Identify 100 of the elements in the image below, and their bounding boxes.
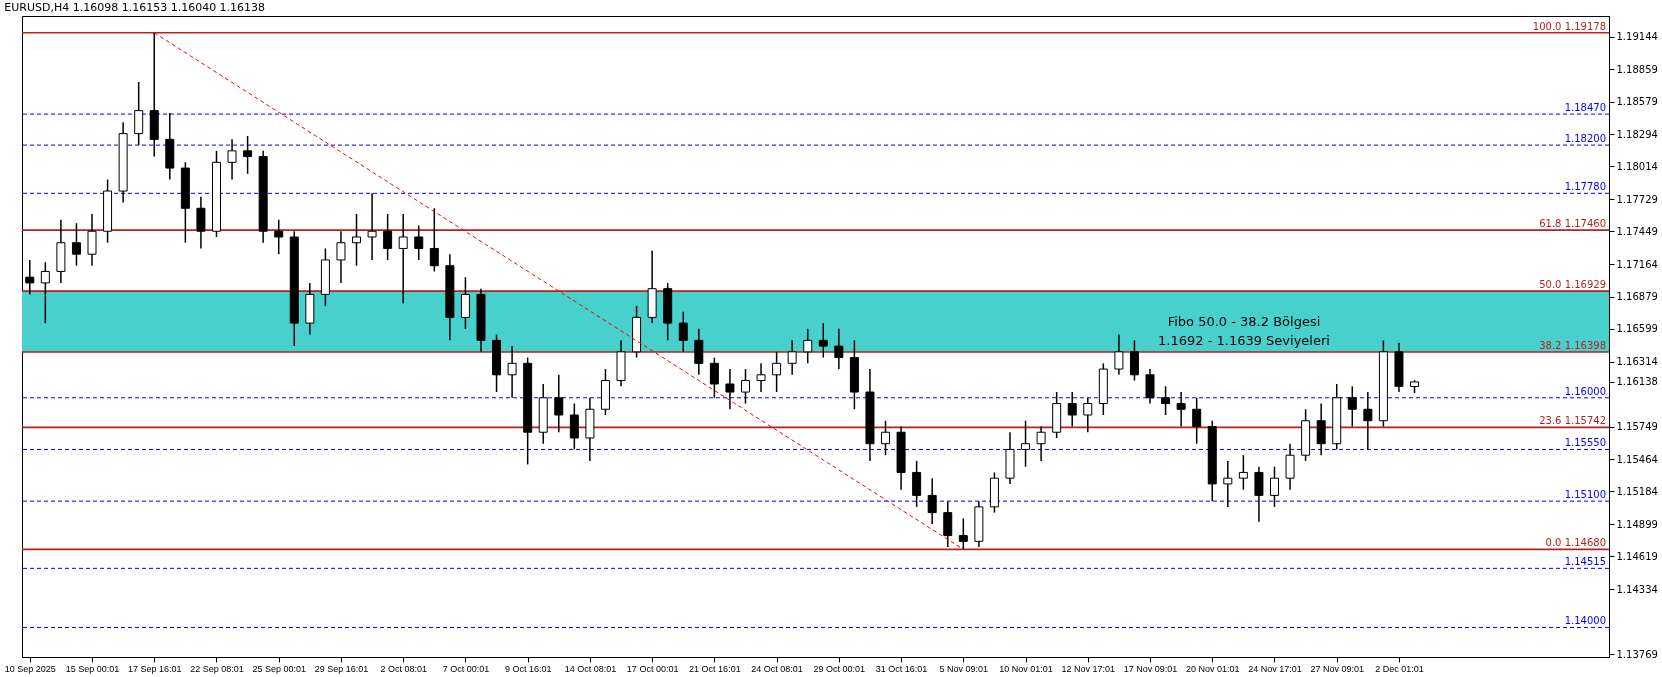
ref-line-label: 100.0 1.19178: [1532, 20, 1606, 32]
y-tick-label: 1.16138: [1616, 376, 1658, 388]
candlestick: [834, 328, 844, 370]
candlestick: [787, 339, 797, 376]
candlestick: [740, 368, 750, 405]
candlestick: [507, 345, 517, 399]
candlestick: [1083, 397, 1093, 433]
y-tick-label: 1.18014: [1616, 160, 1658, 172]
ref-line-label: 1.14000: [1564, 615, 1606, 627]
y-tick-label: 1.14899: [1616, 518, 1658, 530]
candlestick: [243, 135, 253, 175]
candlestick: [725, 368, 735, 411]
x-tick-label: 21 Oct 16:01: [689, 663, 741, 674]
candlestick: [1114, 333, 1124, 376]
candlestick: [756, 362, 766, 393]
ref-line-label: 1.15100: [1564, 489, 1606, 501]
candlestick: [1254, 465, 1264, 523]
ref-line-label: 1.18200: [1564, 133, 1606, 145]
x-tick-label: 14 Oct 08:01: [564, 663, 617, 674]
candlestick: [1238, 454, 1248, 491]
candlestick: [1363, 391, 1373, 451]
y-tick-label: 1.14334: [1616, 583, 1658, 595]
candlestick: [912, 460, 922, 508]
x-tick-label: 17 Nov 09:01: [1123, 663, 1178, 674]
x-tick-label: 10 Sep 2025: [4, 663, 56, 674]
y-tick-label: 1.13769: [1616, 648, 1658, 660]
x-tick-label: 5 Nov 09:01: [939, 663, 989, 674]
chart-title: EURUSD,H4 1.16098 1.16153 1.16040 1.16138: [4, 1, 266, 14]
y-tick-label: 1.15749: [1616, 421, 1658, 433]
y-tick-label: 1.17729: [1616, 193, 1658, 205]
candlestick: [460, 276, 470, 330]
candlestick: [25, 259, 35, 296]
band-label: Fibo 50.0 - 38.2 Bölgesi 1.1692 - 1.1639 Seviyeleri: [1158, 313, 1330, 348]
candlestick: [943, 500, 953, 548]
candlestick: [429, 207, 439, 273]
ref-line-label: 1.16000: [1564, 385, 1606, 397]
ref-line-label: 0.0 1.14680: [1545, 537, 1606, 549]
candlestick: [1021, 420, 1031, 468]
y-tick-label: 1.17449: [1616, 225, 1658, 237]
candlestick: [274, 219, 284, 255]
candlestick: [881, 420, 891, 456]
x-tick-label: 24 Nov 17:01: [1248, 663, 1302, 674]
candlestick: [1269, 465, 1279, 508]
x-tick-label: 17 Sep 16:01: [127, 663, 182, 674]
candlestick: [40, 261, 50, 324]
y-tick-label: 1.19144: [1616, 31, 1658, 43]
ref-line-label: 23.6 1.15742: [1539, 415, 1606, 427]
x-tick-label: 12 Nov 17:01: [1061, 663, 1116, 674]
candlestick: [818, 322, 828, 359]
y-tick-label: 1.17164: [1616, 258, 1658, 270]
y-tick-label: 1.15184: [1616, 486, 1658, 497]
candlestick: [367, 192, 377, 261]
x-tick-label: 20 Nov 01:01: [1185, 663, 1240, 674]
ref-line-label: 1.14515: [1564, 556, 1606, 568]
candlestick: [336, 230, 346, 284]
ref-line-label: 1.18470: [1564, 102, 1606, 114]
candlestick: [414, 224, 424, 261]
ref-line-label: 50.0 1.16929: [1539, 279, 1606, 291]
candlestick: [1176, 391, 1186, 428]
candlestick: [554, 374, 564, 433]
candlestick: [196, 196, 206, 250]
y-tick-label: 1.16599: [1616, 323, 1658, 335]
y-tick-label: 1.16879: [1616, 291, 1658, 303]
candlestick: [1347, 385, 1357, 428]
x-tick-label: 25 Sep 00:01: [252, 663, 306, 674]
candlestick: [709, 356, 719, 399]
candlestick: [383, 213, 393, 261]
candlestick: [1192, 397, 1202, 445]
candlestick: [1316, 402, 1326, 456]
x-tick-label: 10 Nov 01:01: [999, 663, 1053, 674]
ref-line-label: 38.2 1.16398: [1539, 340, 1606, 352]
candlestick: [772, 351, 782, 393]
y-tick-label: 1.15464: [1616, 453, 1658, 465]
candlestick: [1145, 368, 1155, 405]
candlestick: [1285, 442, 1295, 491]
y-tick-label: 1.14619: [1616, 550, 1658, 562]
x-tick-label: 2 Dec 01:01: [1375, 663, 1424, 674]
candlestick: [227, 138, 237, 181]
y-tick-label: 1.18579: [1616, 96, 1658, 108]
candlestick: [678, 310, 688, 353]
candlestick: [1223, 460, 1233, 508]
candlestick: [569, 402, 579, 451]
x-tick-label: 15 Sep 00:01: [65, 663, 120, 674]
x-tick-label: 29 Sep 16:01: [314, 663, 369, 674]
ref-line-label: 1.17780: [1564, 181, 1606, 193]
x-tick-label: 24 Oct 08:01: [751, 663, 803, 674]
candlestick: [958, 517, 968, 551]
y-tick-label: 1.16314: [1616, 356, 1658, 368]
x-tick-label: 22 Sep 08:01: [190, 663, 244, 674]
candlestick: [1161, 385, 1171, 416]
x-tick-label: 17 Oct 00:01: [626, 663, 679, 674]
candlestick: [1036, 425, 1046, 462]
x-tick-label: 31 Oct 16:01: [875, 663, 928, 674]
candlestick: [1067, 391, 1077, 428]
candlestick: [87, 213, 97, 267]
x-tick-label: 27 Nov 09:01: [1310, 663, 1364, 674]
ref-line-label: 61.8 1.17460: [1539, 218, 1606, 230]
candlestick: [398, 213, 408, 305]
x-tick-label: 29 Oct 00:01: [813, 663, 866, 674]
x-tick-label: 2 Oct 08:01: [380, 663, 427, 674]
